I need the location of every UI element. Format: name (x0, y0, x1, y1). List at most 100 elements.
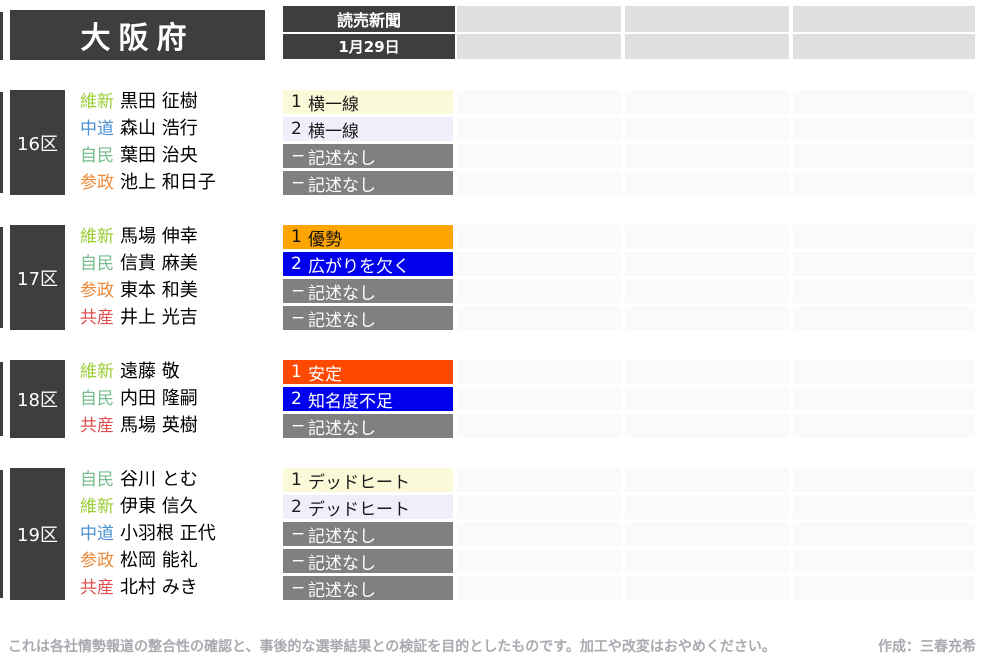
forecast-cell: − 記述なし (283, 414, 453, 439)
candidate-name: 松岡 能礼 (120, 550, 198, 571)
forecast-cell: − 記述なし (283, 576, 453, 601)
forecast-text: 記述なし (308, 310, 376, 331)
party-label: 自民 (80, 254, 114, 274)
empty-forecast-cell (625, 576, 789, 600)
candidate-name: 井上 光吉 (120, 307, 198, 328)
party-label: 自民 (80, 146, 114, 166)
candidate-row: 維新 遠藤 敬 1 安定 (10, 360, 975, 385)
forecast-text: 記述なし (308, 283, 376, 304)
forecast-text: 横一線 (308, 94, 359, 115)
candidate-name: 東本 和美 (120, 280, 198, 301)
candidate-row: 自民 内田 隆嗣 2 知名度不足 (10, 387, 975, 412)
candidate-row: 自民 谷川 とむ 1 デッドヒート (10, 468, 975, 493)
survey-date: 1月29日 (283, 34, 455, 59)
candidate-name: 伊東 信久 (120, 496, 198, 517)
forecast-cell: 2 知名度不足 (283, 387, 453, 412)
candidate-name: 池上 和日子 (120, 172, 216, 193)
forecast-text: 記述なし (308, 526, 376, 547)
forecast-text: 知名度不足 (308, 391, 393, 412)
empty-forecast-cell (625, 495, 789, 519)
empty-forecast-cell (625, 225, 789, 249)
party-label: 中道 (80, 524, 114, 544)
party-label: 中道 (80, 119, 114, 139)
cropped-edge-artifact (0, 362, 3, 436)
forecast-text: 記述なし (308, 418, 376, 439)
empty-forecast-cell (793, 576, 975, 600)
candidate-name: 馬場 英樹 (120, 415, 198, 436)
forecast-rank: − (291, 281, 306, 301)
forecast-rank: 2 (291, 119, 302, 139)
district-label: 16区 (10, 90, 65, 195)
forecast-rank: − (291, 416, 306, 436)
forecast-cell: − 記述なし (283, 306, 453, 331)
forecast-text: 記述なし (308, 553, 376, 574)
candidate-row: 維新 伊東 信久 2 デッドヒート (10, 495, 975, 520)
empty-forecast-cell (457, 549, 621, 573)
party-label: 自民 (80, 389, 114, 409)
candidate-row: 中道 森山 浩行 2 横一線 (10, 117, 975, 142)
empty-forecast-cell (625, 144, 789, 168)
empty-forecast-cell (625, 90, 789, 114)
empty-forecast-cell (457, 468, 621, 492)
candidate-row: 共産 井上 光吉 − 記述なし (10, 306, 975, 331)
footer-disclaimer: これは各社情勢報道の整合性の確認と、事後的な選挙結果との検証を目的としたものです… (8, 639, 776, 655)
forecast-cell: − 記述なし (283, 549, 453, 574)
forecast-rank: 1 (291, 92, 302, 112)
footer-credit: 作成：三春充希 (878, 639, 976, 655)
empty-forecast-cell (457, 144, 621, 168)
empty-forecast-cell (625, 549, 789, 573)
party-label: 参政 (80, 281, 114, 301)
empty-forecast-cell (793, 549, 975, 573)
forecast-rank: 1 (291, 362, 302, 382)
empty-header-cell (457, 34, 621, 59)
empty-forecast-cell (625, 522, 789, 546)
empty-forecast-cell (625, 171, 789, 195)
forecast-rank: − (291, 578, 306, 598)
empty-forecast-cell (457, 360, 621, 384)
empty-forecast-cell (457, 252, 621, 276)
forecast-text: 優勢 (308, 229, 342, 250)
party-label: 自民 (80, 470, 114, 490)
empty-forecast-cell (457, 522, 621, 546)
candidate-name: 馬場 伸幸 (120, 226, 198, 247)
empty-forecast-cell (625, 279, 789, 303)
candidate-name: 葉田 治央 (120, 145, 198, 166)
candidate-row: 維新 黒田 征樹 1 横一線 (10, 90, 975, 115)
forecast-rank: − (291, 173, 306, 193)
empty-forecast-cell (625, 468, 789, 492)
party-label: 共産 (80, 578, 114, 598)
empty-forecast-cell (793, 225, 975, 249)
empty-header-cell (625, 6, 789, 32)
forecast-rank: 2 (291, 254, 302, 274)
forecast-cell: − 記述なし (283, 171, 453, 196)
newspaper-name: 読売新聞 (283, 6, 455, 32)
forecast-rank: 1 (291, 470, 302, 490)
forecast-text: デッドヒート (308, 472, 410, 493)
forecast-text: デッドヒート (308, 499, 410, 520)
empty-forecast-cell (457, 90, 621, 114)
forecast-text: 記述なし (308, 175, 376, 196)
party-label: 共産 (80, 308, 114, 328)
empty-forecast-cell (457, 225, 621, 249)
empty-forecast-cell (457, 279, 621, 303)
district-section-18: 18区 維新 遠藤 敬 1 安定 自民 内田 隆嗣 2 知名度不足 共産 馬場 英樹… (10, 360, 975, 439)
candidate-row: 参政 松岡 能礼 − 記述なし (10, 549, 975, 574)
candidate-row: 共産 北村 みき − 記述なし (10, 576, 975, 601)
candidate-name: 北村 みき (120, 577, 198, 598)
empty-forecast-cell (625, 117, 789, 141)
empty-forecast-cell (625, 414, 789, 438)
empty-header-cell (793, 34, 975, 59)
district-label: 18区 (10, 360, 65, 438)
forecast-text: 記述なし (308, 580, 376, 601)
party-label: 参政 (80, 173, 114, 193)
empty-forecast-cell (793, 252, 975, 276)
party-label: 維新 (80, 362, 114, 382)
candidate-row: 自民 信貴 麻美 2 広がりを欠く (10, 252, 975, 277)
candidate-name: 黒田 征樹 (120, 91, 198, 112)
forecast-cell: 1 安定 (283, 360, 453, 385)
forecast-cell: − 記述なし (283, 279, 453, 304)
forecast-text: 横一線 (308, 121, 359, 142)
empty-forecast-cell (457, 117, 621, 141)
district-section-19: 19区 自民 谷川 とむ 1 デッドヒート 維新 伊東 信久 2 デッドヒート 中道… (10, 468, 975, 601)
